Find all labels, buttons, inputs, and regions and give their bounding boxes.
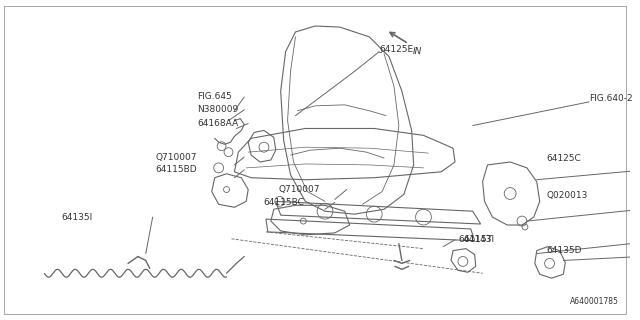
Text: 64135D: 64135D [547,246,582,255]
Text: 64115T: 64115T [458,235,492,244]
Text: A640001785: A640001785 [570,297,618,306]
Text: FIG.640-2: FIG.640-2 [589,94,632,103]
Text: Q710007: Q710007 [278,185,320,194]
Text: Q020013: Q020013 [547,191,588,200]
Text: 64115BD: 64115BD [156,165,197,174]
Text: 64135I: 64135I [61,212,92,222]
Text: Q710007: Q710007 [156,153,197,162]
Text: 64115BC: 64115BC [263,198,304,207]
Text: 64168AA: 64168AA [197,119,238,128]
Text: 64143I: 64143I [463,235,494,244]
Text: IN: IN [413,47,422,56]
Text: N380009: N380009 [197,105,238,114]
Text: FIG.645: FIG.645 [197,92,232,101]
Text: 64125C: 64125C [547,154,581,163]
Text: 64125E: 64125E [379,45,413,54]
